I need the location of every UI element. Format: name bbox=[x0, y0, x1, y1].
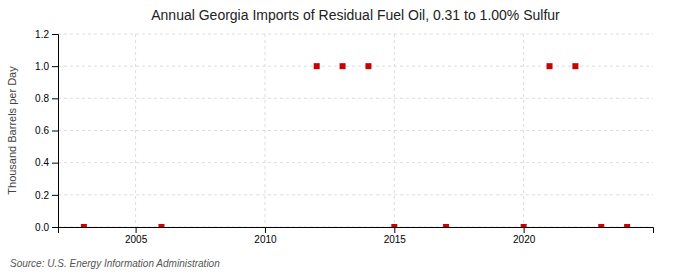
y-axis-title: Thousand Barrels per Day bbox=[6, 66, 18, 195]
title: Annual Georgia Imports of Residual Fuel … bbox=[151, 7, 560, 23]
point bbox=[598, 224, 604, 227]
grid-line bbox=[135, 34, 136, 227]
y-tick-label: 0.6 bbox=[35, 125, 49, 136]
y-tick: 1.0 bbox=[35, 61, 58, 72]
y-tick-mark bbox=[52, 34, 58, 35]
x-tick: 2005 bbox=[125, 227, 148, 245]
point bbox=[81, 224, 87, 227]
point bbox=[365, 63, 371, 69]
y-tick-label: 1.0 bbox=[35, 61, 49, 72]
y-tick-label: 0.4 bbox=[35, 157, 49, 168]
x-tick-mark bbox=[265, 227, 266, 233]
y-tick: 0.6 bbox=[35, 125, 58, 136]
grid-line bbox=[394, 34, 395, 227]
y-tick-mark bbox=[52, 98, 58, 99]
y-tick: 0.4 bbox=[35, 157, 58, 168]
point bbox=[391, 224, 397, 227]
y-tick-label: 0.0 bbox=[35, 222, 49, 233]
grid-line bbox=[58, 162, 653, 163]
y-tick: 0.2 bbox=[35, 190, 58, 201]
grid-line bbox=[58, 34, 653, 35]
x-tick-mark bbox=[136, 227, 137, 233]
x-axis-line bbox=[59, 228, 654, 234]
y-tick-label: 0.2 bbox=[35, 190, 49, 201]
points bbox=[81, 63, 630, 227]
x-tick-label: 2005 bbox=[125, 234, 148, 245]
x-tick-label: 2020 bbox=[513, 234, 536, 245]
grid-line bbox=[58, 130, 653, 131]
y-tick-label: 1.2 bbox=[35, 29, 49, 40]
x-tick-label: 2015 bbox=[384, 234, 407, 245]
y-grid bbox=[58, 34, 653, 227]
x-tick: 2020 bbox=[513, 227, 536, 245]
point bbox=[521, 224, 527, 227]
x-tick-label: 2010 bbox=[254, 234, 277, 245]
y-tick: 0.8 bbox=[35, 93, 58, 104]
x-tick-mark bbox=[394, 227, 395, 233]
point bbox=[158, 224, 164, 227]
x-tick: 2015 bbox=[384, 227, 407, 245]
point bbox=[443, 224, 449, 227]
point bbox=[314, 63, 320, 69]
y-axis-line bbox=[52, 35, 59, 228]
grid-line bbox=[58, 194, 653, 195]
x-axis: 2005 2010 2015 2020 bbox=[59, 227, 654, 245]
grid-line bbox=[264, 34, 265, 227]
source: Source: U.S. Energy Information Administ… bbox=[10, 258, 220, 269]
y-tick-label: 0.8 bbox=[35, 93, 49, 104]
x-tick: 2010 bbox=[254, 227, 277, 245]
grid-line bbox=[58, 66, 653, 67]
x-grid bbox=[136, 34, 524, 227]
point bbox=[340, 63, 346, 69]
y-tick: 1.2 bbox=[35, 29, 58, 40]
y-tick-mark bbox=[52, 131, 58, 132]
x-tick-mark bbox=[524, 227, 525, 233]
grid-line bbox=[58, 98, 653, 99]
point bbox=[624, 224, 630, 227]
y-tick-mark bbox=[52, 163, 58, 164]
y-tick: 0.0 bbox=[35, 222, 58, 233]
point bbox=[572, 63, 578, 69]
y-tick-mark bbox=[52, 66, 58, 67]
y-tick-mark bbox=[52, 195, 58, 196]
chart: 2005 2010 2015 2020 0.0 0.2 0.4 0.6 0.8 1.0 1.2 Ann… bbox=[0, 0, 675, 275]
grid-line bbox=[523, 34, 524, 227]
y-axis: 0.0 0.2 0.4 0.6 0.8 1.0 1.2 bbox=[35, 29, 58, 233]
point bbox=[547, 63, 553, 69]
plot-area: 2005 2010 2015 2020 0.0 0.2 0.4 0.6 0.8 1.0 1.2 bbox=[35, 29, 653, 245]
y-tick-mark bbox=[52, 227, 58, 228]
